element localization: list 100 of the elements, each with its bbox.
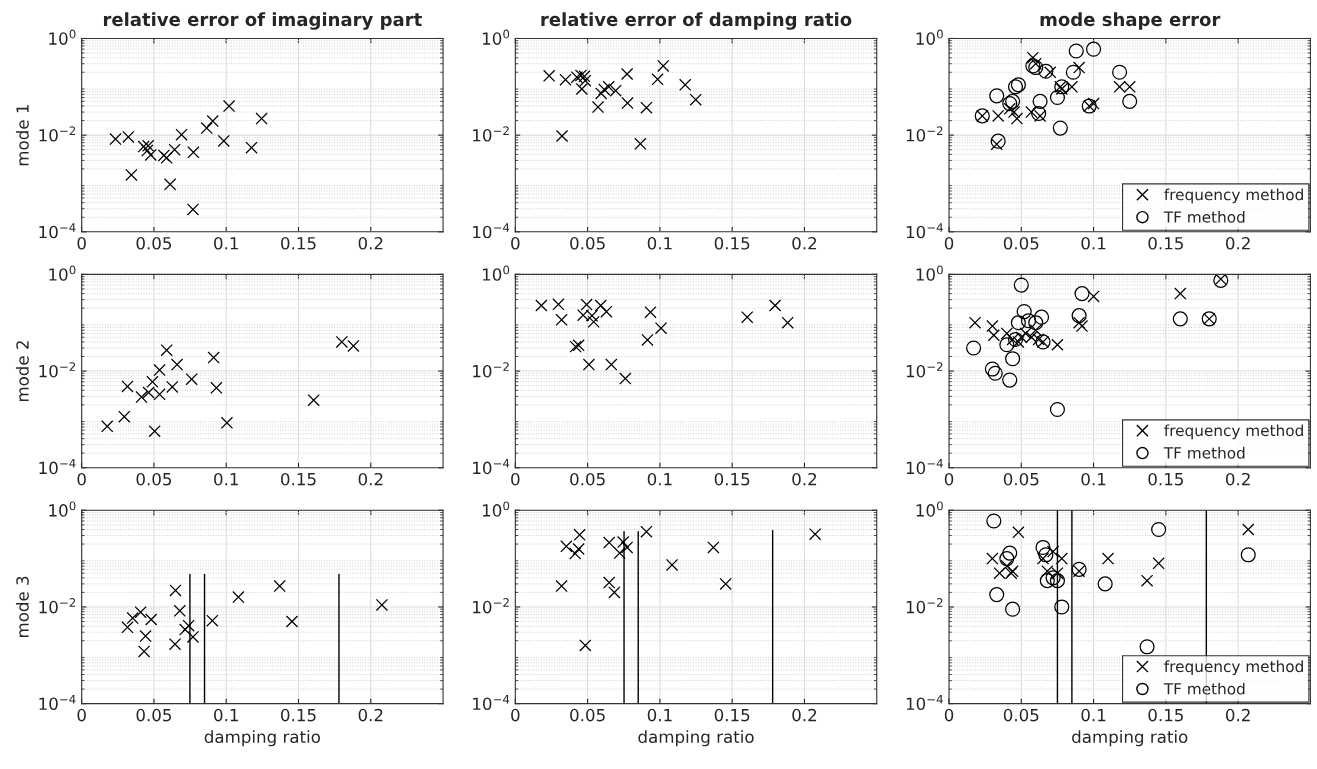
y-tick-label: 10$^{0}$: [482, 501, 510, 517]
x-axis-title: damping ratio: [204, 730, 320, 747]
point: [1010, 315, 1026, 331]
point: [621, 96, 634, 110]
x-tick-label: 0.2: [792, 472, 817, 486]
y-tick-label: 10$^{−4}$: [39, 694, 76, 711]
point: [984, 361, 1000, 377]
x-tick-label: 0.15: [1148, 236, 1183, 250]
point: [600, 305, 613, 318]
point: [273, 579, 286, 593]
x-tick-label: 0: [944, 472, 954, 486]
x-tick-label: 0.1: [647, 472, 672, 486]
y-tick-label: 10$^{−4}$: [906, 694, 943, 711]
x-tick-label: 0.15: [714, 708, 750, 722]
point: [217, 134, 230, 148]
point: [679, 78, 692, 91]
x-axis-title: damping ratio: [1072, 730, 1188, 747]
y-tick-label: 10$^{0}$: [49, 29, 76, 45]
point: [602, 80, 615, 93]
point: [1172, 311, 1188, 327]
point: [1051, 338, 1064, 351]
point: [1035, 539, 1051, 556]
point: [121, 380, 134, 393]
point: [591, 100, 605, 114]
point: [582, 358, 596, 371]
point: [139, 629, 152, 643]
point: [1038, 547, 1054, 563]
point: [245, 141, 258, 154]
y-tick-label: 10$^{−2}$: [473, 126, 509, 142]
point: [1012, 526, 1025, 539]
chart-title: relative error of imaginary part: [103, 12, 422, 30]
point: [137, 140, 150, 153]
point: [1019, 327, 1032, 340]
point: [634, 137, 647, 151]
point: [1006, 333, 1019, 346]
legend-label: TF method: [1163, 682, 1245, 695]
point: [1032, 93, 1048, 109]
point: [569, 547, 582, 560]
point: [1112, 64, 1128, 80]
point: [968, 316, 982, 329]
point: [1046, 545, 1060, 558]
point: [118, 410, 131, 423]
point: [166, 380, 179, 394]
point: [1007, 331, 1024, 348]
point: [182, 619, 195, 632]
point: [1029, 57, 1042, 70]
x-tick-label: 0.1: [214, 472, 238, 486]
point: [1003, 102, 1016, 116]
point: [1139, 639, 1155, 655]
point: [1032, 333, 1045, 346]
point: [990, 137, 1003, 151]
x-tick-label: 0.05: [1003, 236, 1039, 250]
point: [1052, 120, 1068, 136]
point: [1016, 303, 1032, 320]
y-tick-label: 10$^{−2}$: [473, 362, 509, 378]
point: [644, 306, 657, 319]
x-tick-label: 0.1: [1081, 472, 1106, 486]
point: [719, 577, 732, 591]
point: [986, 319, 999, 333]
x-tick-label: 0.1: [214, 708, 238, 722]
point: [187, 146, 200, 159]
point: [1122, 93, 1138, 109]
point: [1086, 41, 1102, 57]
point: [175, 128, 188, 141]
point: [768, 299, 782, 312]
x-tick-label: 0.15: [1148, 708, 1183, 722]
point: [966, 340, 982, 356]
point: [1074, 286, 1090, 302]
point: [222, 99, 236, 113]
point: [595, 87, 608, 100]
point: [307, 393, 320, 407]
point: [134, 605, 147, 619]
x-tick-label: 0: [511, 472, 520, 486]
point: [168, 143, 181, 156]
chart-title: relative error of damping ratio: [541, 12, 852, 30]
point: [185, 372, 198, 386]
point: [579, 74, 592, 87]
point: [808, 528, 822, 541]
point: [1152, 557, 1165, 570]
point: [1013, 277, 1029, 293]
point: [640, 101, 653, 114]
point: [206, 114, 219, 128]
x-tick-label: 0.05: [136, 708, 172, 722]
x-tick-label: 0.15: [281, 236, 316, 250]
point: [335, 335, 349, 349]
y-tick-label: 10$^{−4}$: [473, 459, 510, 475]
point: [121, 621, 134, 634]
point: [989, 88, 1005, 104]
chart-title: mode shape error: [1040, 12, 1221, 30]
point: [555, 129, 569, 143]
point: [620, 67, 634, 81]
point: [552, 298, 565, 311]
point: [178, 623, 192, 636]
x-tick-label: 0.1: [1081, 708, 1106, 722]
x-tick-label: 0: [77, 708, 86, 722]
point: [1039, 573, 1055, 589]
point: [665, 558, 679, 572]
point: [1101, 552, 1115, 565]
point: [555, 313, 568, 326]
point: [1242, 523, 1255, 536]
